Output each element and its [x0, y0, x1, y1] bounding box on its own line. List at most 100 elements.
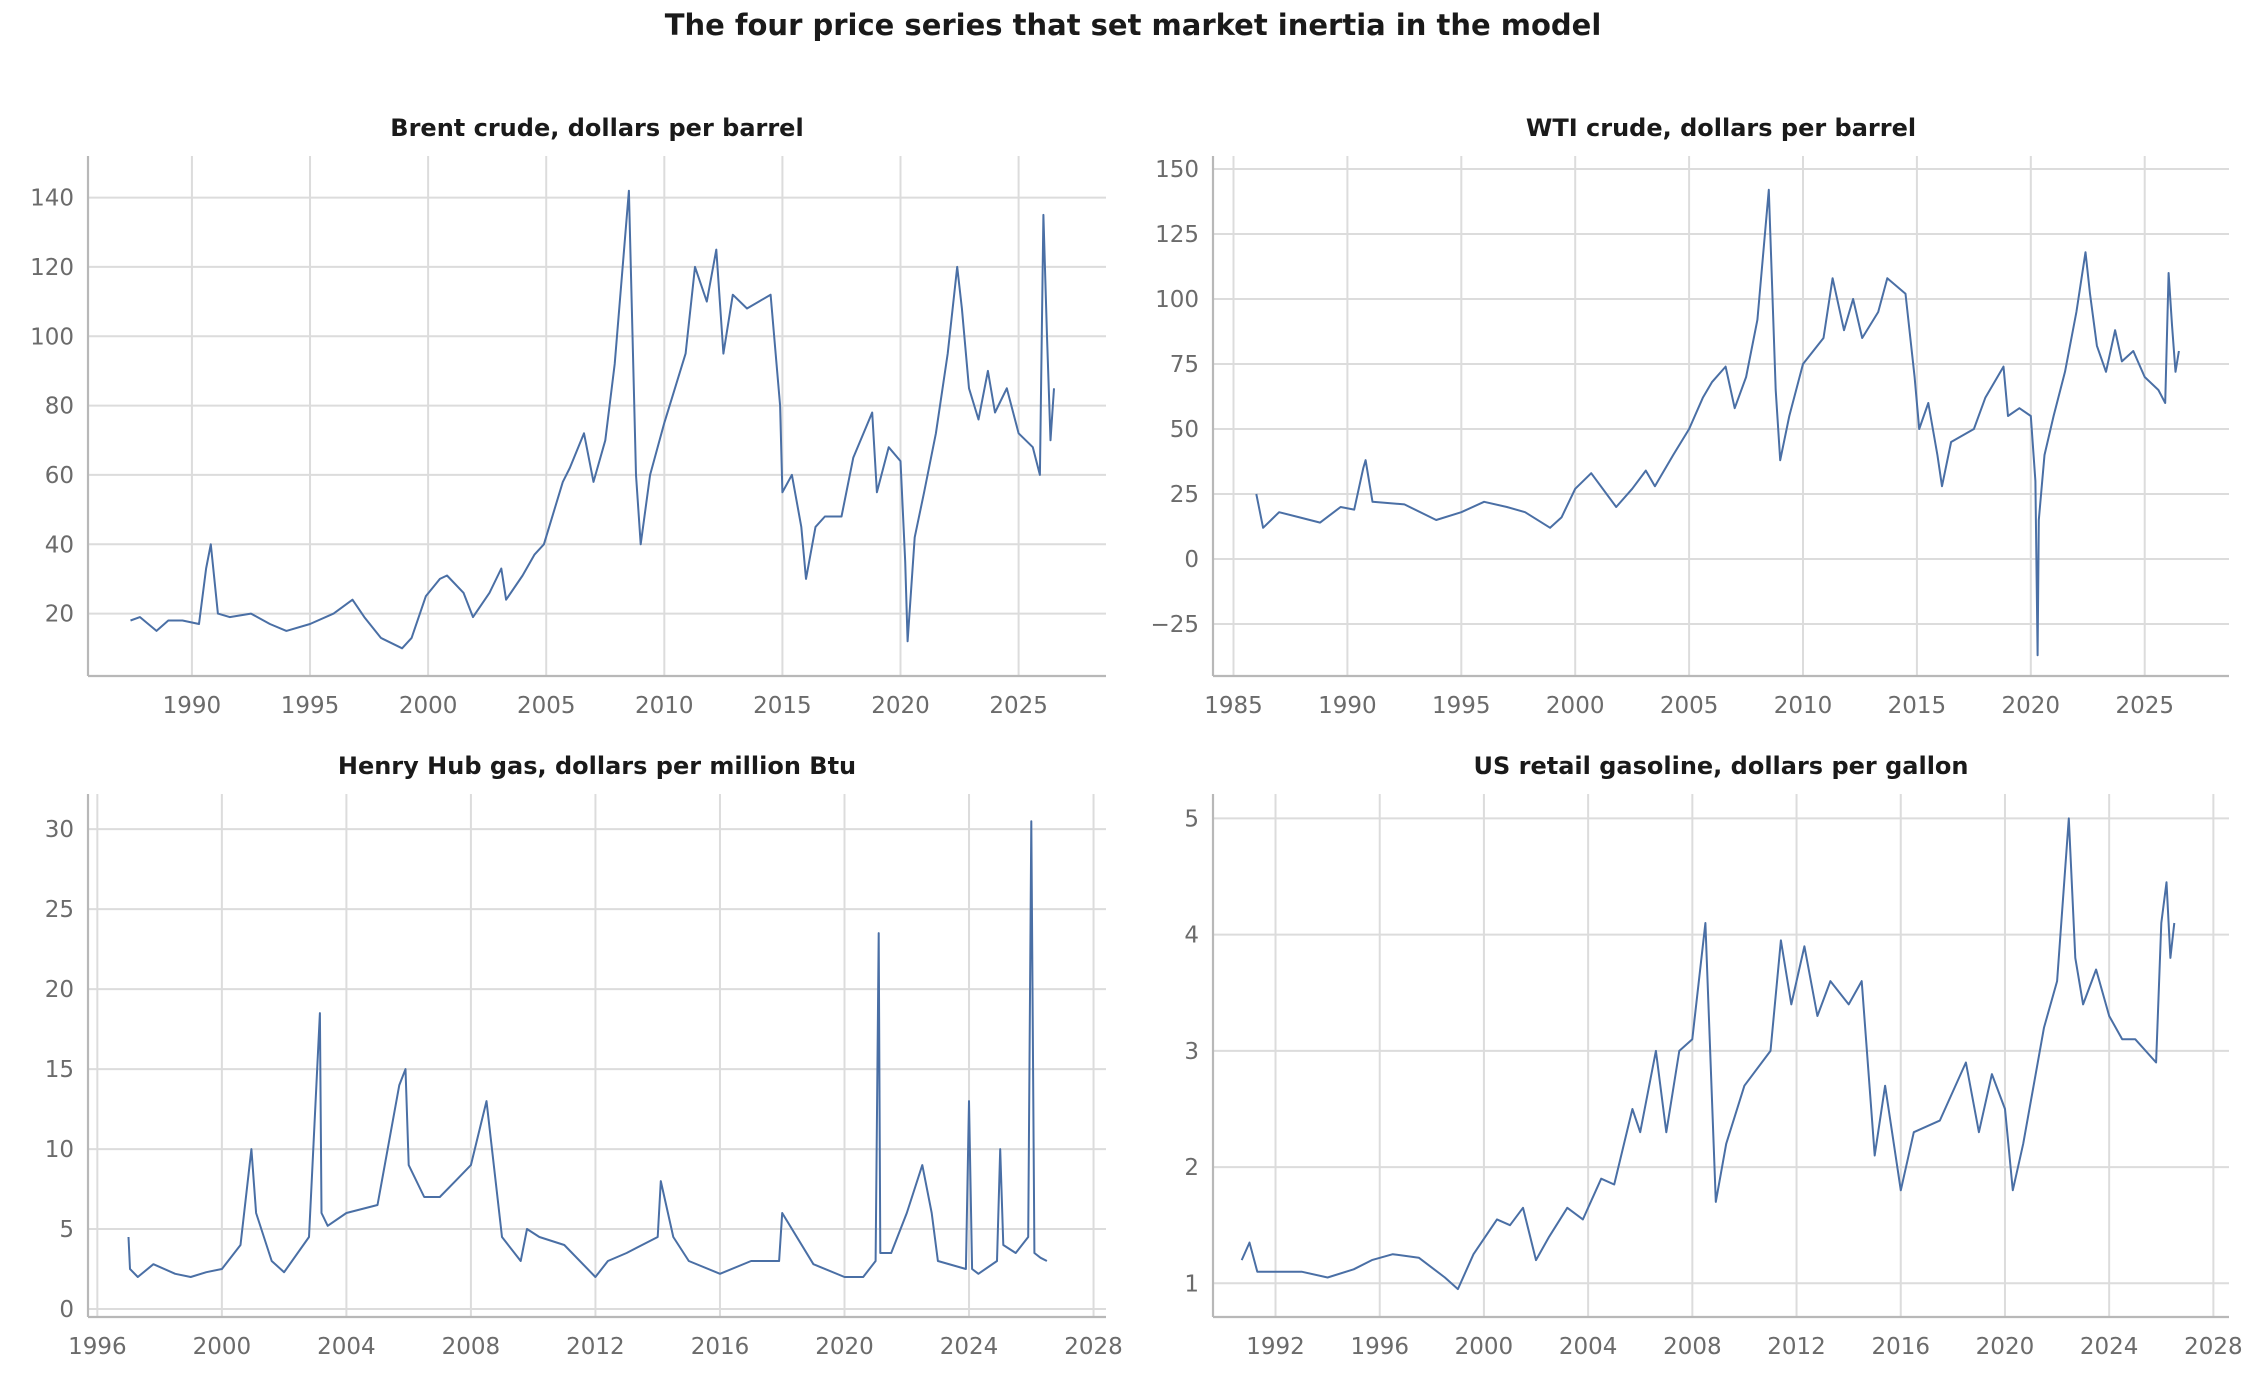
data-point [906, 639, 910, 643]
x-tick-label-2028: 2028 [2184, 1334, 2243, 1360]
data-point [1581, 1217, 1585, 1221]
data-point [1391, 1252, 1395, 1256]
data-point [930, 1211, 934, 1215]
data-point [228, 615, 232, 619]
y-tick-label-80: 80 [45, 394, 74, 420]
data-point [1039, 1256, 1043, 1260]
panel-brent: Brent crude, dollars per barrel 20 40 60 80 1… [30, 114, 1106, 719]
data-point [362, 615, 366, 619]
data-point [1664, 1130, 1668, 1134]
data-point [270, 1259, 274, 1263]
data-point [1935, 453, 1939, 457]
data-point [777, 1259, 781, 1263]
data-point [2081, 1002, 2085, 1006]
data-point [1654, 1049, 1658, 1053]
y-tick-label-50: 50 [1170, 417, 1199, 443]
data-point [254, 1211, 258, 1215]
data-point [181, 619, 185, 623]
data-point [1926, 401, 1930, 405]
data-point [525, 1227, 529, 1231]
data-point [790, 473, 794, 477]
data-point [1318, 521, 1322, 525]
data-point [1710, 380, 1714, 384]
data-point [1860, 979, 1864, 983]
data-point [2163, 401, 2167, 405]
data-point [1482, 500, 1486, 504]
data-point [400, 646, 404, 650]
x-tick-label-2020: 2020 [2002, 693, 2061, 719]
data-point [903, 560, 907, 564]
data-point [1690, 1037, 1694, 1041]
y-tick-label-30: 30 [45, 817, 74, 843]
x-tick-label-2008: 2008 [1663, 1334, 1722, 1360]
data-point [1612, 1183, 1616, 1187]
data-point [731, 293, 735, 297]
data-point [1495, 1217, 1499, 1221]
y-tick-label-1: 1 [1184, 1271, 1199, 1297]
data-point [1779, 938, 1783, 942]
data-point [887, 445, 891, 449]
data-point [1714, 1200, 1718, 1204]
data-point [561, 480, 565, 484]
data-point [1456, 1287, 1460, 1291]
x-tick-label-2016: 2016 [691, 1334, 750, 1360]
data-point [899, 459, 903, 463]
data-point [780, 1211, 784, 1215]
data-point [1370, 1258, 1374, 1262]
data-point [2168, 956, 2172, 960]
x-tick-label-2015: 2015 [1888, 693, 1947, 719]
data-point [1352, 508, 1356, 512]
data-point [639, 542, 643, 546]
y-tick-label-15: 15 [45, 1057, 74, 1083]
data-point [977, 418, 981, 422]
data-point [780, 490, 784, 494]
data-point [1029, 819, 1033, 823]
data-point [1505, 505, 1509, 509]
series-line-gasoline [1240, 817, 2176, 1291]
x-tick-label-1990: 1990 [1318, 693, 1377, 719]
data-point [1298, 515, 1302, 519]
data-point [404, 1067, 408, 1071]
data-point [889, 1251, 893, 1255]
data-point [1767, 188, 1771, 192]
data-point [1352, 1267, 1356, 1271]
panel-title: US retail gasoline, dollars per gallon [1474, 752, 1969, 780]
data-point [592, 480, 596, 484]
data-point [2037, 518, 2041, 522]
data-point [960, 307, 964, 311]
data-point [379, 636, 383, 640]
data-point [656, 1235, 660, 1239]
data-point [1724, 1142, 1728, 1146]
data-point [151, 1262, 155, 1266]
data-point [1828, 979, 1832, 983]
data-point [2177, 349, 2181, 353]
data-point [542, 542, 546, 546]
data-point [521, 574, 525, 578]
data-point [326, 1224, 330, 1228]
data-point [204, 567, 208, 571]
data-point [995, 1259, 999, 1263]
data-point [1815, 1014, 1819, 1018]
panel-wti: WTI crude, dollars per barrel −25 0 25 50 75 1… [1150, 114, 2229, 719]
data-point [1560, 515, 1564, 519]
data-point [2002, 365, 2006, 369]
x-tick-label-2025: 2025 [989, 693, 1048, 719]
panel-title: WTI crude, dollars per barrel [1526, 114, 1916, 142]
data-point [1977, 1130, 1981, 1134]
data-point [189, 1275, 193, 1279]
data-point [976, 1272, 980, 1276]
data-point [625, 1251, 629, 1255]
data-point [875, 490, 879, 494]
data-point [2156, 388, 2160, 392]
data-point [562, 1243, 566, 1247]
data-point [648, 473, 652, 477]
data-point [2042, 1026, 2046, 1030]
data-point [2017, 406, 2021, 410]
data-point [1972, 427, 1976, 431]
data-point [2036, 653, 2040, 657]
y-tick-label-25: 25 [45, 897, 74, 923]
data-point [1045, 334, 1049, 338]
data-point [1339, 505, 1343, 509]
y-tick-label-4: 4 [1184, 923, 1199, 949]
x-tick-label-2010: 2010 [1774, 693, 1833, 719]
